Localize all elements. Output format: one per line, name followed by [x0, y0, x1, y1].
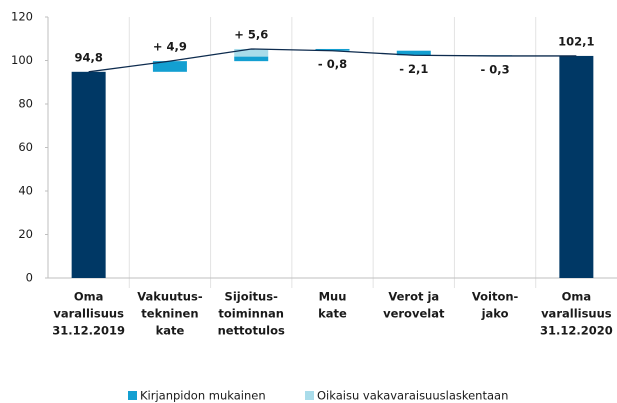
- x-tick-label: kate: [318, 307, 347, 321]
- data-label: + 5,6: [234, 27, 268, 41]
- segment-bar: [152, 61, 187, 72]
- data-label: - 0,3: [480, 62, 509, 76]
- x-tick-label: 31.12.2019: [52, 324, 125, 338]
- y-tick-label: 120: [11, 10, 33, 24]
- legend-label: Oikaisu vakavaraisuuslaskentaan: [317, 389, 508, 403]
- x-tick-label: Sijoitus-: [225, 290, 279, 304]
- x-tick-label: varallisuus: [541, 307, 612, 321]
- y-tick-label: 60: [18, 140, 33, 154]
- data-label: 94,8: [74, 50, 102, 64]
- total-bar: [559, 55, 594, 279]
- x-tick-label: jako: [481, 307, 509, 321]
- legend-swatch: [305, 391, 314, 400]
- y-tick-label: 0: [26, 271, 33, 285]
- y-tick-label: 100: [11, 53, 33, 67]
- x-tick-label: 31.12.2020: [540, 324, 613, 338]
- x-tick-label: Voiton-: [472, 290, 519, 304]
- legend-label: Kirjanpidon mukainen: [140, 389, 266, 403]
- y-tick-label: 40: [18, 184, 33, 198]
- segment-bar: [234, 56, 269, 62]
- x-tick-label: toiminnan: [218, 307, 284, 321]
- total-bar: [71, 71, 106, 278]
- x-tick-label: Oma: [74, 290, 104, 304]
- y-tick-label: 80: [18, 97, 33, 111]
- x-tick-label: Verot ja: [388, 290, 439, 304]
- cumulative-line: [88, 48, 577, 73]
- segment-bar: [396, 50, 431, 56]
- x-tick-label: Vakuutus-: [137, 290, 203, 304]
- x-tick-label: kate: [156, 324, 185, 338]
- data-label: - 0,8: [318, 57, 347, 71]
- x-tick-label: varallisuus: [53, 307, 124, 321]
- data-label: + 4,9: [153, 40, 187, 54]
- x-tick-label: Muu: [319, 290, 347, 304]
- data-label: 102,1: [558, 34, 594, 48]
- segment-bar: [234, 48, 269, 57]
- x-tick-label: tekninen: [141, 307, 198, 321]
- x-tick-label: nettotulos: [218, 324, 285, 338]
- x-tick-label: Oma: [562, 290, 592, 304]
- segment-bar: [315, 48, 350, 51]
- y-tick-label: 20: [18, 227, 33, 241]
- data-label: - 2,1: [399, 62, 428, 76]
- legend-swatch: [128, 391, 137, 400]
- x-tick-label: verovelat: [383, 307, 445, 321]
